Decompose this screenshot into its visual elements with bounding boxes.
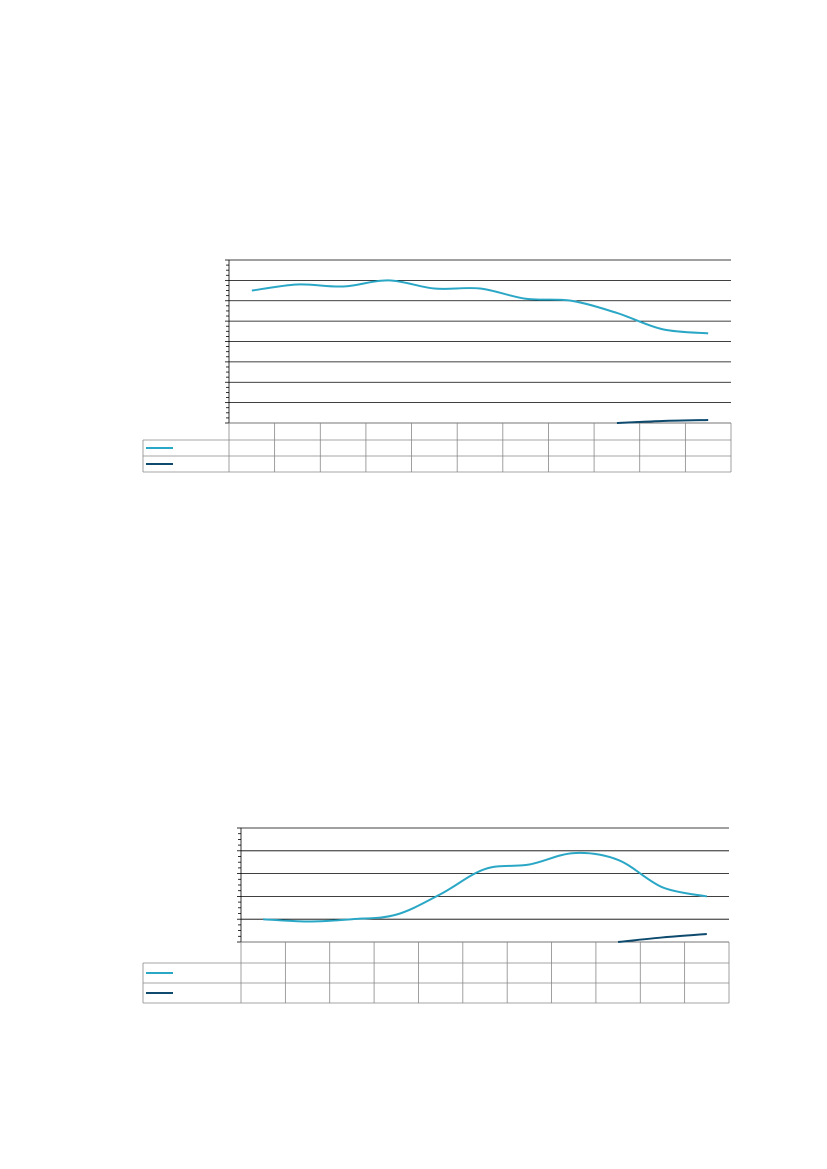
line-series <box>616 418 709 424</box>
line-series <box>617 933 707 943</box>
line-series <box>251 279 709 335</box>
line-series <box>263 851 708 923</box>
